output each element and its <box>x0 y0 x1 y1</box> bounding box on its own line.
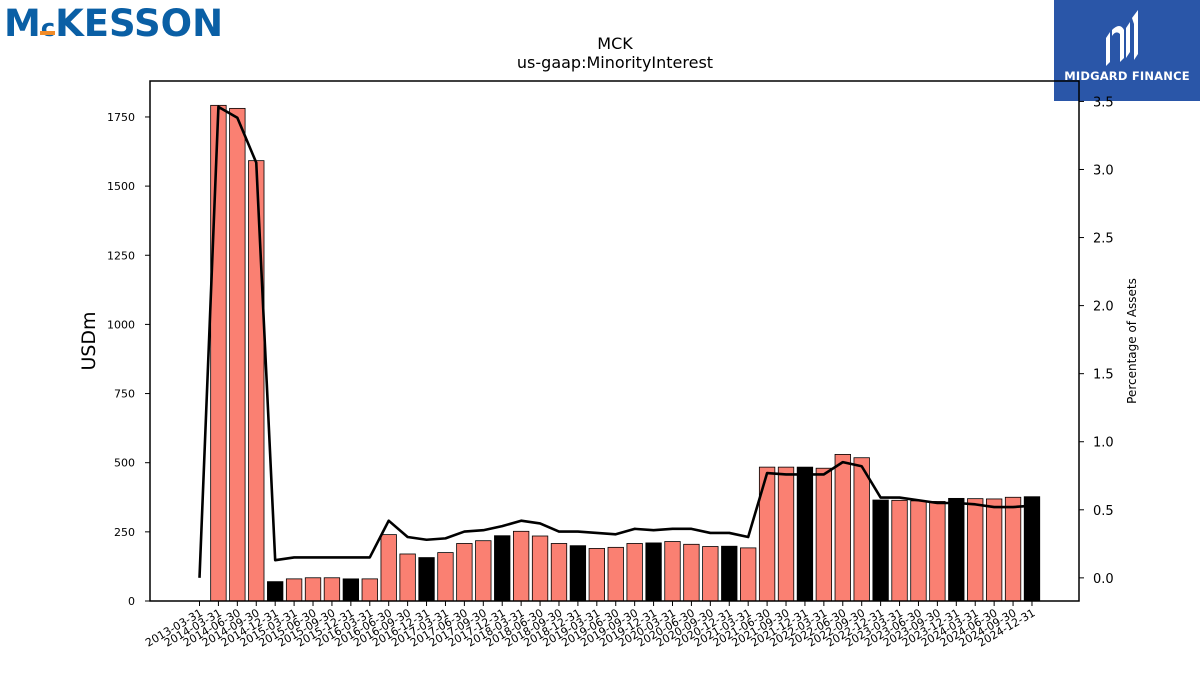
bar-2022-03-31 <box>815 467 833 602</box>
y-tick-label: 500 <box>114 457 135 470</box>
y2-axis-label: Percentage of Assets <box>1125 278 1139 404</box>
bar-2024-12-31 <box>1023 496 1041 602</box>
bar-2019-09-30 <box>626 543 643 602</box>
bar-2019-03-31 <box>588 548 605 602</box>
midgard-brand-name: MIDGARD FINANCE <box>1064 69 1190 83</box>
bar-2018-12-31 <box>569 545 587 602</box>
bar-2014-12-31 <box>267 581 284 602</box>
y2-tick-label: 1.0 <box>1093 436 1114 451</box>
mckesson-logo: McKESSON <box>4 2 223 45</box>
bar-2016-09-30 <box>399 553 416 602</box>
y-axis-right: 0.0 0.5 1.0 1.5 2.0 2.5 3.0 3.5 <box>1079 95 1114 587</box>
bar-2024-03-31 <box>967 498 984 602</box>
bar-2023-12-31 <box>948 497 965 602</box>
bars-group <box>210 104 1041 602</box>
bar-2015-06-30 <box>304 577 322 602</box>
bar-2015-03-31 <box>285 578 303 602</box>
pct-line-group <box>198 105 1033 578</box>
bar-2020-09-30 <box>702 546 719 602</box>
bar-2016-06-30 <box>380 534 397 602</box>
bar-2021-09-30 <box>777 466 795 602</box>
x-axis: 2013-03-312014-03-312014-06-302014-09-30… <box>143 601 1037 650</box>
bar-2020-03-31 <box>664 541 681 602</box>
y-tick-label: 1250 <box>107 249 135 262</box>
y2-tick-label: 0.5 <box>1093 504 1114 519</box>
y2-tick-label: 2.0 <box>1093 300 1114 315</box>
bar-2018-03-31 <box>512 530 530 602</box>
y-tick-label: 250 <box>114 526 135 539</box>
bar-2016-12-31 <box>418 557 435 602</box>
bar-2017-09-30 <box>475 540 492 602</box>
bar-2020-12-31 <box>721 545 738 602</box>
y-tick-label: 1000 <box>107 318 135 331</box>
bar-2021-03-31 <box>740 547 757 602</box>
mckesson-logo-c: c <box>40 14 56 42</box>
bar-2014-09-30 <box>248 160 265 602</box>
pct-of-assets-line <box>198 105 1033 578</box>
y2-tick-label: 3.5 <box>1093 95 1114 110</box>
bar-2018-06-30 <box>531 535 549 602</box>
mckesson-logo-underline <box>40 31 55 35</box>
y-tick-label: 0 <box>128 595 135 608</box>
bar-2018-09-30 <box>550 543 568 602</box>
midgard-mark-icon <box>1106 10 1138 66</box>
bar-2014-03-31 <box>210 104 227 602</box>
y2-tick-label: 0.0 <box>1093 572 1114 587</box>
chart-subtitle: us-gaap:MinorityInterest <box>517 53 713 72</box>
bar-2024-06-30 <box>985 498 1003 602</box>
bar-2014-06-30 <box>229 107 246 602</box>
bar-2023-03-31 <box>891 499 908 602</box>
y2-tick-label: 3.0 <box>1093 163 1114 178</box>
y-tick-label: 1750 <box>107 111 135 124</box>
y-tick-label: 750 <box>114 388 135 401</box>
bar-2023-09-30 <box>929 501 946 602</box>
y2-tick-label: 1.5 <box>1093 368 1114 383</box>
mckesson-logo-m: M <box>4 2 41 45</box>
mckesson-logo-rest: KESSON <box>55 2 224 45</box>
bar-2016-03-31 <box>361 578 378 602</box>
bar-2017-03-31 <box>437 552 454 602</box>
bar-2023-06-30 <box>910 500 927 602</box>
bar-2024-09-30 <box>1004 496 1022 602</box>
bar-2022-12-31 <box>872 499 889 602</box>
bar-2020-06-30 <box>683 543 700 602</box>
plot-frame <box>149 80 1080 602</box>
y2-tick-label: 2.5 <box>1093 232 1114 247</box>
bar-2022-09-30 <box>853 457 870 602</box>
bar-2019-06-30 <box>607 546 624 602</box>
y-tick-label: 1500 <box>107 180 135 193</box>
bar-2021-12-31 <box>796 466 814 602</box>
bar-2015-12-31 <box>342 578 360 602</box>
y-axis-left: 0 250 500 750 1000 1250 1500 1750 <box>107 111 150 608</box>
bar-2017-06-30 <box>456 543 473 602</box>
bar-2017-12-31 <box>494 535 511 602</box>
bar-2019-12-31 <box>645 542 662 602</box>
bar-2022-06-30 <box>834 453 851 602</box>
chart-title: MCK <box>597 34 633 53</box>
bar-2015-09-30 <box>323 577 341 602</box>
y-axis-label: USDm <box>78 311 100 370</box>
